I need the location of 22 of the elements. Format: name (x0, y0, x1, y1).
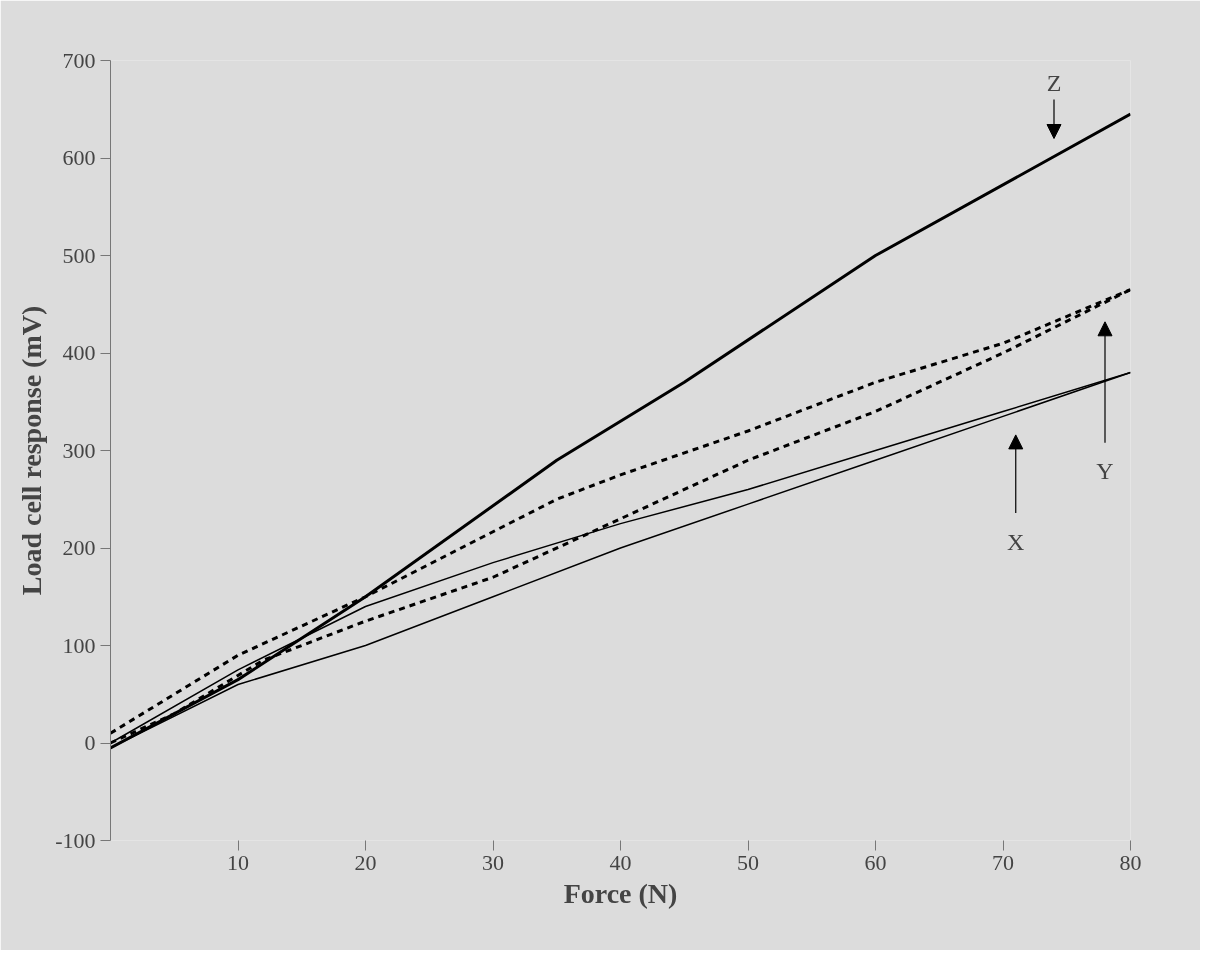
x-tick-label: 50 (737, 849, 759, 875)
x-axis-title: Force (N) (563, 877, 678, 909)
y-tick-label: -100 (55, 827, 96, 853)
y-axis-title: Load cell response (mV) (16, 305, 48, 596)
x-tick-label: 70 (992, 849, 1014, 875)
y-tick-label: 700 (62, 47, 96, 73)
x-tick-label: 20 (354, 849, 377, 875)
y-tick-label: 100 (62, 632, 96, 658)
annotation: X (1007, 528, 1025, 555)
x-tick-label: 60 (864, 849, 887, 875)
y-tick-label: 600 (62, 145, 96, 170)
annotation: Y (1096, 458, 1114, 485)
y-tick-label: 400 (62, 340, 96, 365)
y-tick-label: 500 (62, 242, 96, 268)
y-tick-label: 0 (84, 730, 96, 755)
x-tick-label: 10 (227, 849, 249, 875)
annotation: Z (1046, 69, 1062, 96)
y-tick-label: 300 (62, 437, 96, 463)
y-tick-label: 200 (62, 535, 96, 560)
x-tick-label: 40 (609, 849, 632, 875)
x-tick-label: 30 (482, 849, 504, 875)
x-tick-label: 80 (1119, 849, 1142, 875)
